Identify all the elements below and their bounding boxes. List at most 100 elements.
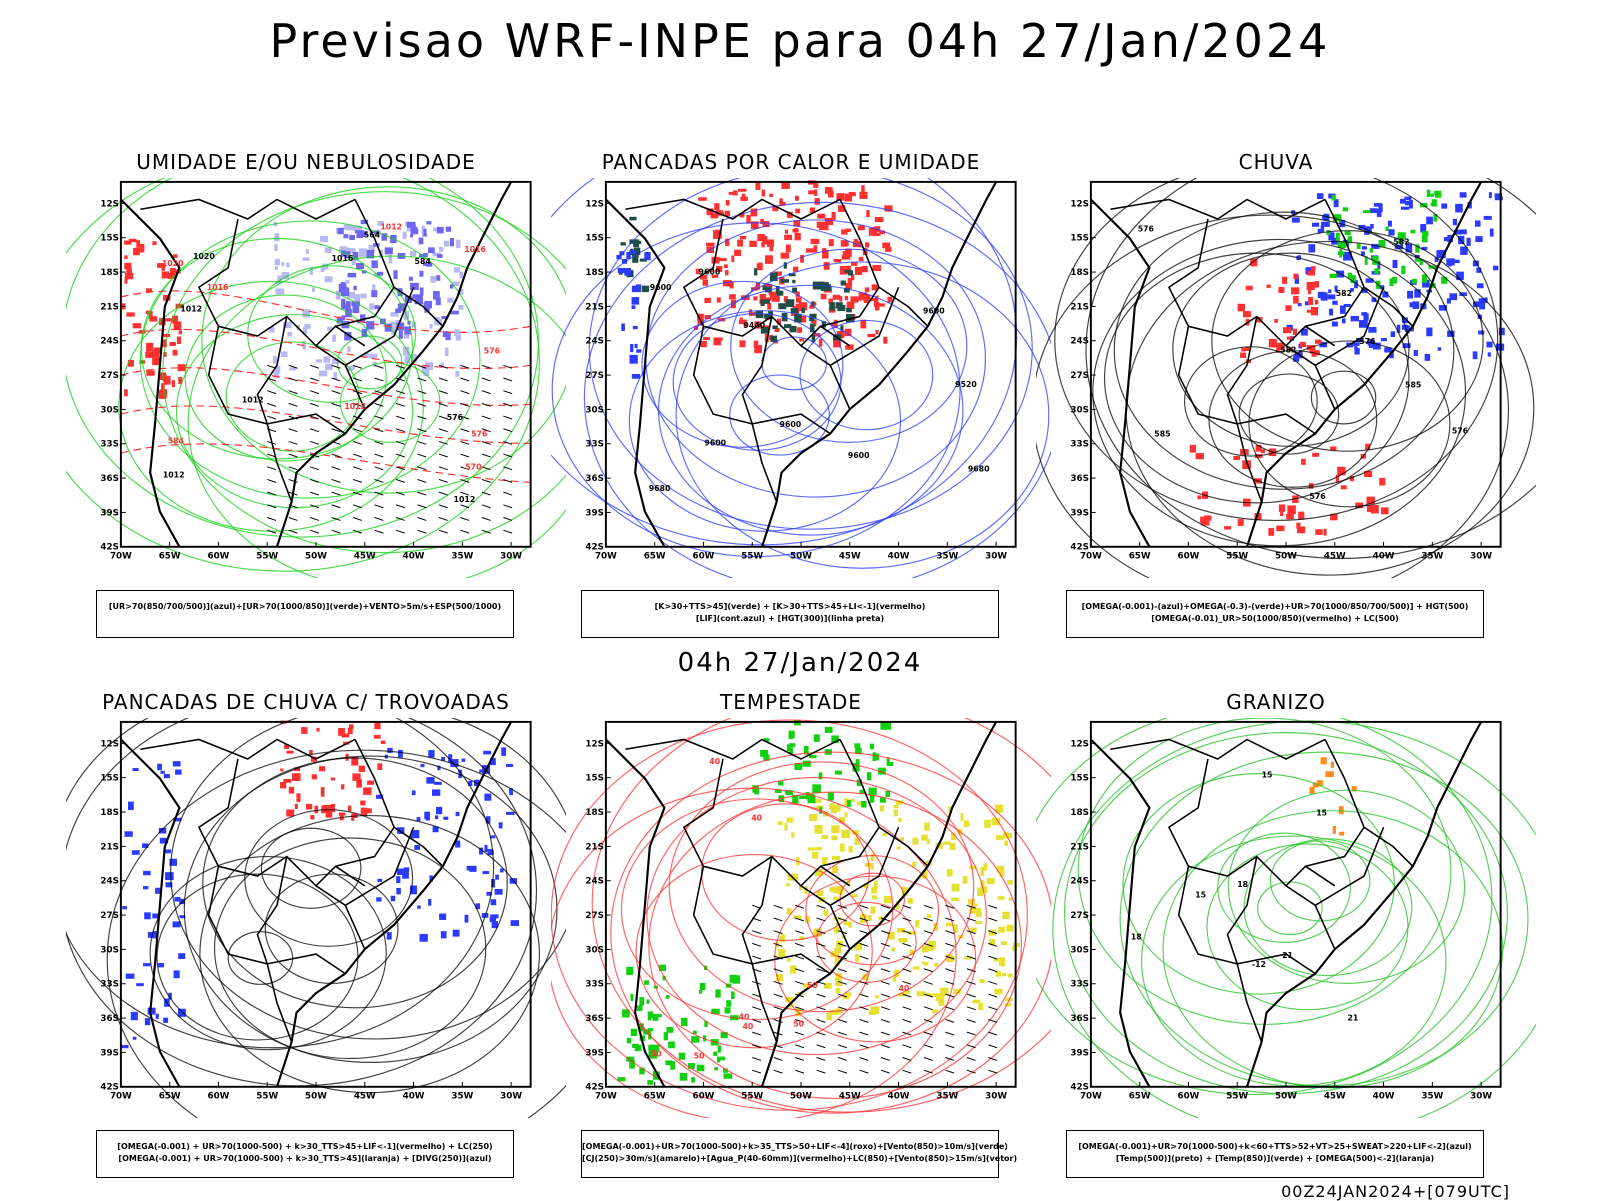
lat-tick-label: 27S [585,371,604,381]
contour-label: 582 [1336,289,1352,298]
lon-tick-label: 40W [888,551,910,561]
lat-tick-label: 36S [100,474,119,484]
lat-tick-label: 15S [100,234,119,244]
lon-tick-label: 65W [644,1091,666,1101]
panel-granizo: GRANIZO 15 18 21 15 18 21 -12 15 12S 15S 18S 21S 24S 2… [1036,690,1556,1190]
lon-tick-label: 65W [1129,551,1151,561]
contour-label: 1012 [242,395,264,404]
lat-tick-label: 21S [1070,302,1089,312]
lat-tick-label: 42S [1070,543,1089,553]
panel-chuva: CHUVA 582 576 582 576 585 576 582 585 576 12S 15S 18… [1036,150,1556,650]
legend-line: [OMEGA(-0.001)+UR>70(1000-500)+k<60+TTS>… [1078,1142,1472,1151]
contour-label: 1016 [464,245,486,254]
legend-line: [OMEGA(-0.01)_UR>50(1000/850)(vermelho) … [1151,614,1399,623]
contour-label: 570 [465,463,482,472]
lat-tick-label: 42S [585,543,604,553]
field-blob [616,250,651,379]
lat-tick-label: 36S [1070,474,1089,484]
contour-label: 9600 [650,283,672,292]
lat-tick-label: 30S [585,945,604,955]
lat-tick-label: 21S [100,842,119,852]
lat-tick-label: 42S [100,543,119,553]
lon-tick-label: 65W [159,1091,181,1101]
lon-tick-label: 60W [1178,1091,1200,1101]
lon-tick-label: 70W [110,551,132,561]
lat-tick-label: 18S [1070,268,1089,278]
legend-line: [UR>70(850/700/500)](azul)+[UR>70(1000/8… [108,602,502,611]
contour-label: 582 [1393,237,1409,246]
lat-tick-label: 36S [585,1014,604,1024]
contour-label: 9680 [649,484,671,493]
lon-tick-label: 60W [208,551,230,561]
panel-tempestade: TEMPESTADE 40 50 50 40 40 50 40 40 50 12S 15S 18S 21S… [551,690,1071,1190]
lat-tick-label: 15S [585,774,604,784]
lon-tick-label: 55W [1226,1091,1248,1101]
lon-tick-label: 70W [110,1091,132,1101]
lon-tick-label: 60W [693,551,715,561]
lon-tick-label: 35W [1421,551,1443,561]
lon-tick-label: 40W [1373,551,1395,561]
lon-tick-label: 65W [644,551,666,561]
contour-label: 1012 [344,402,366,411]
lon-tick-label: 35W [451,551,473,561]
lat-tick-label: 15S [1070,234,1089,244]
panel-title: GRANIZO [1226,690,1326,714]
lat-tick-label: 15S [585,234,604,244]
contour-label: 40 [739,1012,750,1021]
legend-line: [K>30+TTS>45](verde) + [K>30+TTS>45+LI<-… [654,602,926,611]
lat-tick-label: 12S [585,739,604,749]
panel-legend: [OMEGA(-0.001) + UR>70(1000-500) + k>30_… [96,1130,514,1178]
legend-line: [Temp(500)](preto) + [Temp(850)](verde) … [1115,1154,1435,1163]
lat-tick-label: 15S [100,774,119,784]
panel-legend: [OMEGA(-0.001)+UR>70(1000-500)+k<60+TTS>… [1066,1130,1484,1178]
lat-tick-label: 36S [1070,1014,1089,1024]
lon-tick-label: 65W [1129,1091,1151,1101]
contour-label: 1016 [332,254,354,263]
lon-tick-label: 30W [985,551,1007,561]
lon-tick-label: 55W [741,1091,763,1101]
lat-tick-label: 18S [585,808,604,818]
contour-label: 1012 [454,495,476,504]
lon-tick-label: 70W [1080,1091,1102,1101]
contour-label: 50 [807,981,818,990]
field-blob [1286,192,1505,362]
contour-label: 582 [1280,346,1296,355]
lat-tick-label: 36S [585,474,604,484]
lon-tick-label: 55W [256,551,278,561]
lon-tick-label: 60W [693,1091,715,1101]
lat-tick-label: 21S [585,842,604,852]
lon-tick-label: 35W [1421,1091,1443,1101]
panel-umidade: UMIDADE E/OU NEBULOSIDADE 1012 1012 1012 101… [66,150,586,650]
page-title: Previsao WRF-INPE para 04h 27/Jan/2024 [269,14,1331,68]
contour-label: 576 [471,430,487,439]
lat-tick-label: 39S [1070,1048,1089,1058]
lon-tick-label: 45W [1324,551,1346,561]
lat-tick-label: 42S [100,1083,119,1093]
lat-tick-label: 33S [100,440,119,450]
legend-line: [CJ(250)>30m/s](amarelo)+[Agua_P(40-60mm… [582,1154,1018,1163]
contour-label: 50 [793,1019,804,1028]
lon-tick-label: 60W [208,1091,230,1101]
lat-tick-label: 42S [585,1083,604,1093]
lat-tick-label: 39S [1070,508,1089,518]
contour-label: 1020 [162,259,184,268]
lat-tick-label: 30S [100,405,119,415]
lon-tick-label: 70W [595,1091,617,1101]
lat-tick-label: 27S [100,371,119,381]
lat-tick-label: 39S [585,1048,604,1058]
map-chuva: 582 576 582 576 585 576 582 585 576 12S 15S 18S 21S 2… [1036,178,1536,578]
lon-tick-label: 65W [159,551,181,561]
lat-tick-label: 27S [100,911,119,921]
contour-label: 584 [168,436,185,445]
field-blob [280,720,386,821]
contour-label: 564 [364,231,381,240]
lon-tick-label: 45W [1324,1091,1346,1101]
field-blob [121,238,186,399]
lon-tick-label: 45W [839,1091,861,1101]
field-blob [1237,258,1322,364]
contour-label: 9440 [743,321,765,330]
contour-label: 50 [694,1051,705,1060]
lat-tick-label: 15S [1070,774,1089,784]
contour-label: 15 [1262,771,1273,780]
